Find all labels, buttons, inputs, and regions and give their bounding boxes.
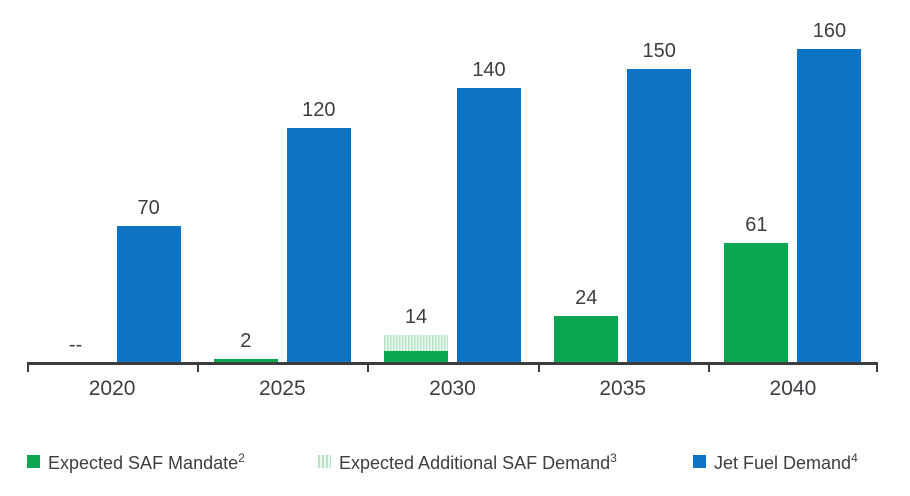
jet-column-2035: 150 xyxy=(627,40,692,363)
jet-fuel-demand-bar xyxy=(797,49,862,363)
jet-value-label: 70 xyxy=(137,197,160,219)
plot-area: -- 70 2 120 14 140 24 150 61 160 xyxy=(27,0,878,363)
saf-mandate-bar xyxy=(213,359,278,363)
jet-value-label: 160 xyxy=(812,20,847,42)
x-axis-label-2035: 2035 xyxy=(599,377,647,400)
saf-column-2025: 2 xyxy=(213,330,278,363)
additional-demand-swatch-icon xyxy=(318,455,331,468)
bar-group-2040: 61 160 xyxy=(708,0,878,363)
saf-mandate-bar xyxy=(724,243,789,363)
jet-value-label: 120 xyxy=(302,99,336,121)
legend-item-jet-fuel-demand: Jet Fuel Demand4 xyxy=(693,452,858,474)
jet-column-2020: 70 xyxy=(116,197,181,363)
axis-tick xyxy=(708,365,710,372)
saf-bar-stack xyxy=(213,359,278,363)
footnote-marker: 2 xyxy=(238,451,245,465)
saf-column-2020: -- xyxy=(44,334,108,363)
x-axis-line xyxy=(27,362,878,372)
legend-label: Expected SAF Mandate2 xyxy=(48,451,245,473)
saf-value-label: 14 xyxy=(404,306,428,328)
saf-mandate-bar xyxy=(384,351,448,363)
legend-item-expected-additional-saf-demand: Expected Additional SAF Demand3 xyxy=(318,452,617,474)
x-axis-labels: 2020 2025 2030 2035 2040 xyxy=(27,377,878,401)
x-axis-label-2020: 2020 xyxy=(88,377,136,400)
mandate-swatch-icon xyxy=(27,455,40,468)
saf-value-label: 24 xyxy=(575,287,598,309)
bar-group-2025: 2 120 xyxy=(197,0,367,363)
saf-mandate-bar xyxy=(554,316,619,363)
saf-value-label: -- xyxy=(68,334,83,356)
axis-tick xyxy=(367,365,369,372)
bar-group-2035: 24 150 xyxy=(538,0,708,363)
bar-group-2030: 14 140 xyxy=(367,0,537,363)
additional-saf-demand-bar xyxy=(384,335,448,351)
jet-fuel-swatch-icon xyxy=(693,455,706,468)
axis-tick xyxy=(197,365,199,372)
jet-fuel-demand-bar xyxy=(286,128,351,363)
x-axis-label-2025: 2025 xyxy=(258,377,306,400)
x-axis-label-2040: 2040 xyxy=(769,377,817,400)
jet-value-label: 150 xyxy=(642,40,676,62)
jet-fuel-demand-bar xyxy=(627,69,692,363)
saf-column-2030: 14 xyxy=(384,306,448,363)
saf-value-label: 61 xyxy=(745,214,768,236)
axis-tick xyxy=(538,365,540,372)
jet-fuel-demand-bar xyxy=(457,88,521,363)
legend-label: Expected Additional SAF Demand3 xyxy=(339,451,617,473)
jet-column-2030: 140 xyxy=(457,59,521,363)
footnote-marker: 4 xyxy=(851,451,858,465)
saf-bar-stack xyxy=(384,335,448,363)
legend-item-expected-saf-mandate: Expected SAF Mandate2 xyxy=(27,452,245,474)
saf-column-2035: 24 xyxy=(554,287,619,363)
bar-group-2020: -- 70 xyxy=(27,0,197,363)
saf-bar-stack xyxy=(554,316,619,363)
saf-value-label: 2 xyxy=(240,330,252,352)
jet-column-2025: 120 xyxy=(286,99,351,363)
footnote-marker: 3 xyxy=(610,451,617,465)
jet-fuel-demand-bar xyxy=(116,226,181,363)
legend-label: Jet Fuel Demand4 xyxy=(714,451,858,473)
x-axis-label-2030: 2030 xyxy=(429,377,476,400)
saf-bar-stack xyxy=(724,243,789,363)
axis-tick xyxy=(876,365,878,372)
jet-column-2040: 160 xyxy=(797,20,862,363)
saf-column-2040: 61 xyxy=(724,214,789,363)
axis-tick xyxy=(27,365,29,372)
jet-value-label: 140 xyxy=(472,59,506,81)
